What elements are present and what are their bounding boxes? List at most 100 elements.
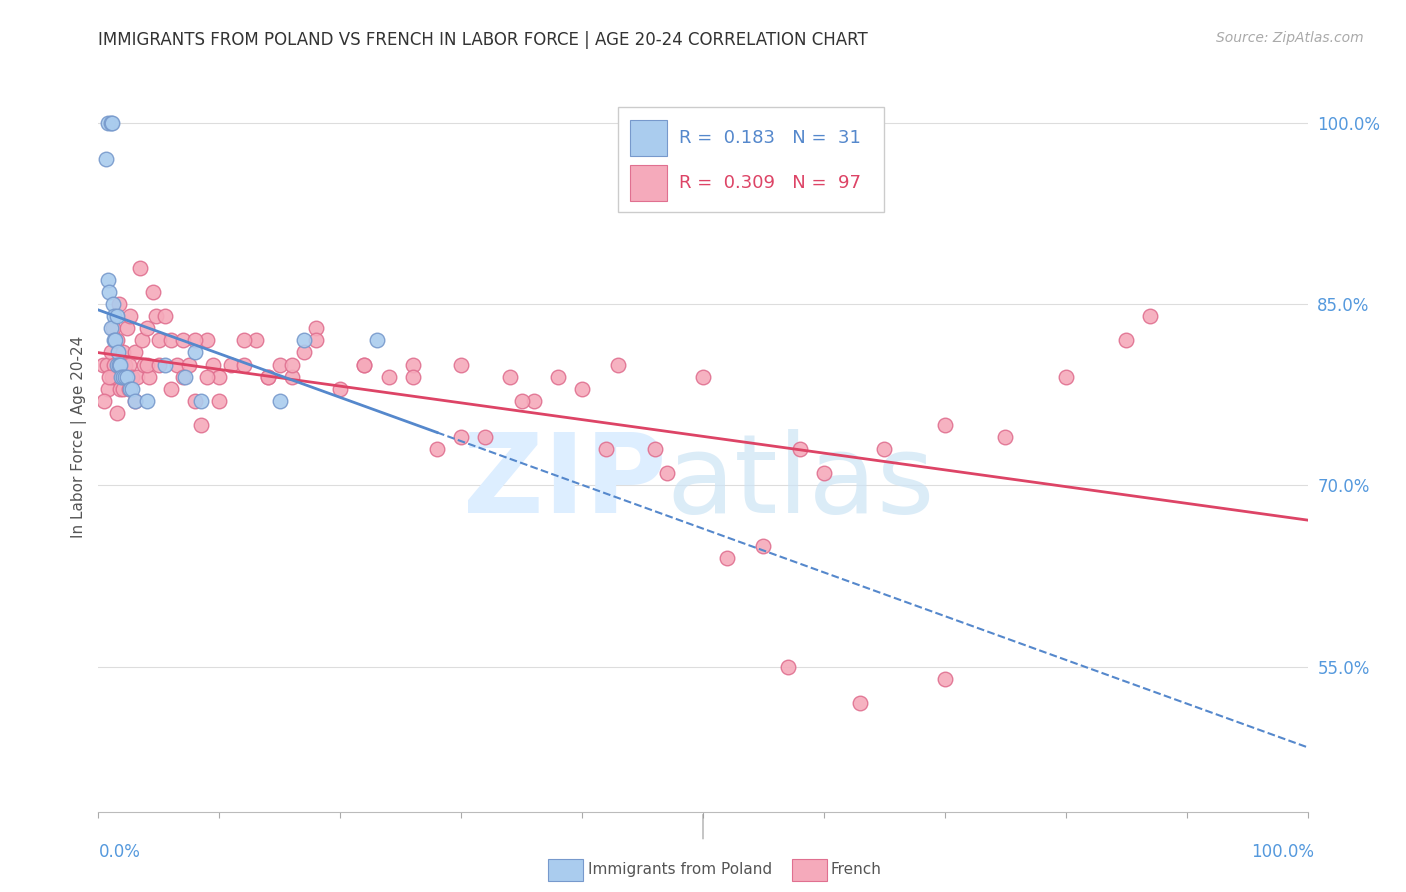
Point [752, 539, 775, 553]
Point [1054, 369, 1077, 384]
Point [450, 358, 472, 372]
Point [114, 369, 136, 384]
Point [655, 467, 678, 481]
Point [118, 382, 141, 396]
Text: Immigrants from Poland: Immigrants from Poland [588, 863, 772, 877]
Point [190, 417, 212, 432]
Point [105, 334, 128, 348]
Point [426, 442, 449, 457]
Bar [630, 120, 666, 156]
Point [184, 393, 207, 408]
Point [108, 358, 131, 372]
Point [108, 297, 131, 311]
Point [118, 358, 141, 372]
Point [498, 369, 520, 384]
Point [644, 442, 666, 457]
Point [195, 369, 218, 384]
Point [100, 116, 122, 130]
Point [1139, 310, 1161, 324]
Point [269, 358, 291, 372]
Point [166, 358, 188, 372]
Point [202, 358, 225, 372]
Text: French: French [831, 863, 882, 877]
Point [107, 345, 129, 359]
Point [121, 369, 143, 384]
Point [128, 260, 150, 275]
Point [111, 345, 134, 359]
Point [232, 358, 254, 372]
Point [402, 358, 425, 372]
Point [121, 382, 143, 396]
Point [305, 321, 328, 335]
Point [97, 273, 120, 287]
Point [108, 382, 131, 396]
Point [789, 442, 811, 457]
Point [281, 358, 304, 372]
Point [813, 467, 835, 481]
Point [107, 358, 129, 372]
Point [269, 393, 291, 408]
Point [135, 393, 157, 408]
Point [108, 358, 131, 372]
Point [221, 358, 243, 372]
Point [100, 321, 122, 335]
Point [105, 310, 128, 324]
Text: atlas: atlas [666, 428, 935, 535]
Bar [630, 165, 666, 201]
Point [366, 334, 388, 348]
Point [523, 393, 546, 408]
Point [101, 297, 124, 311]
Point [292, 334, 315, 348]
Point [245, 334, 267, 348]
Point [184, 334, 207, 348]
Point [118, 310, 141, 324]
Point [135, 358, 157, 372]
Point [131, 334, 153, 348]
Point [145, 310, 167, 324]
Point [305, 334, 328, 348]
Point [105, 358, 128, 372]
Point [114, 358, 136, 372]
Point [776, 659, 799, 673]
Point [134, 358, 156, 372]
Point [103, 334, 125, 348]
Point [127, 369, 149, 384]
Text: R =  0.183   N =  31: R = 0.183 N = 31 [679, 129, 860, 147]
Point [174, 369, 197, 384]
Point [179, 358, 201, 372]
Point [124, 393, 146, 408]
Point [98, 369, 121, 384]
Point [195, 334, 218, 348]
Point [138, 369, 160, 384]
Point [124, 393, 146, 408]
Point [377, 369, 399, 384]
Point [148, 334, 170, 348]
Point [292, 345, 315, 359]
Point [692, 369, 714, 384]
Point [184, 345, 207, 359]
Point [91, 358, 114, 372]
Point [117, 369, 139, 384]
Point [96, 358, 118, 372]
Point [117, 321, 139, 335]
Text: IMMIGRANTS FROM POLAND VS FRENCH IN LABOR FORCE | AGE 20-24 CORRELATION CHART: IMMIGRANTS FROM POLAND VS FRENCH IN LABO… [98, 31, 868, 49]
Point [607, 358, 630, 372]
Point [994, 430, 1017, 444]
Point [716, 550, 738, 565]
Text: 0.0%: 0.0% [98, 843, 141, 861]
Point [474, 430, 496, 444]
Point [160, 382, 183, 396]
Point [135, 321, 157, 335]
Point [111, 369, 134, 384]
Point [110, 369, 132, 384]
Point [105, 406, 128, 420]
Point [103, 310, 125, 324]
Point [571, 382, 593, 396]
Text: Source: ZipAtlas.com: Source: ZipAtlas.com [1216, 31, 1364, 45]
Point [873, 442, 896, 457]
Point [281, 369, 304, 384]
Point [172, 369, 194, 384]
Point [190, 393, 212, 408]
Point [208, 393, 231, 408]
Point [329, 382, 352, 396]
